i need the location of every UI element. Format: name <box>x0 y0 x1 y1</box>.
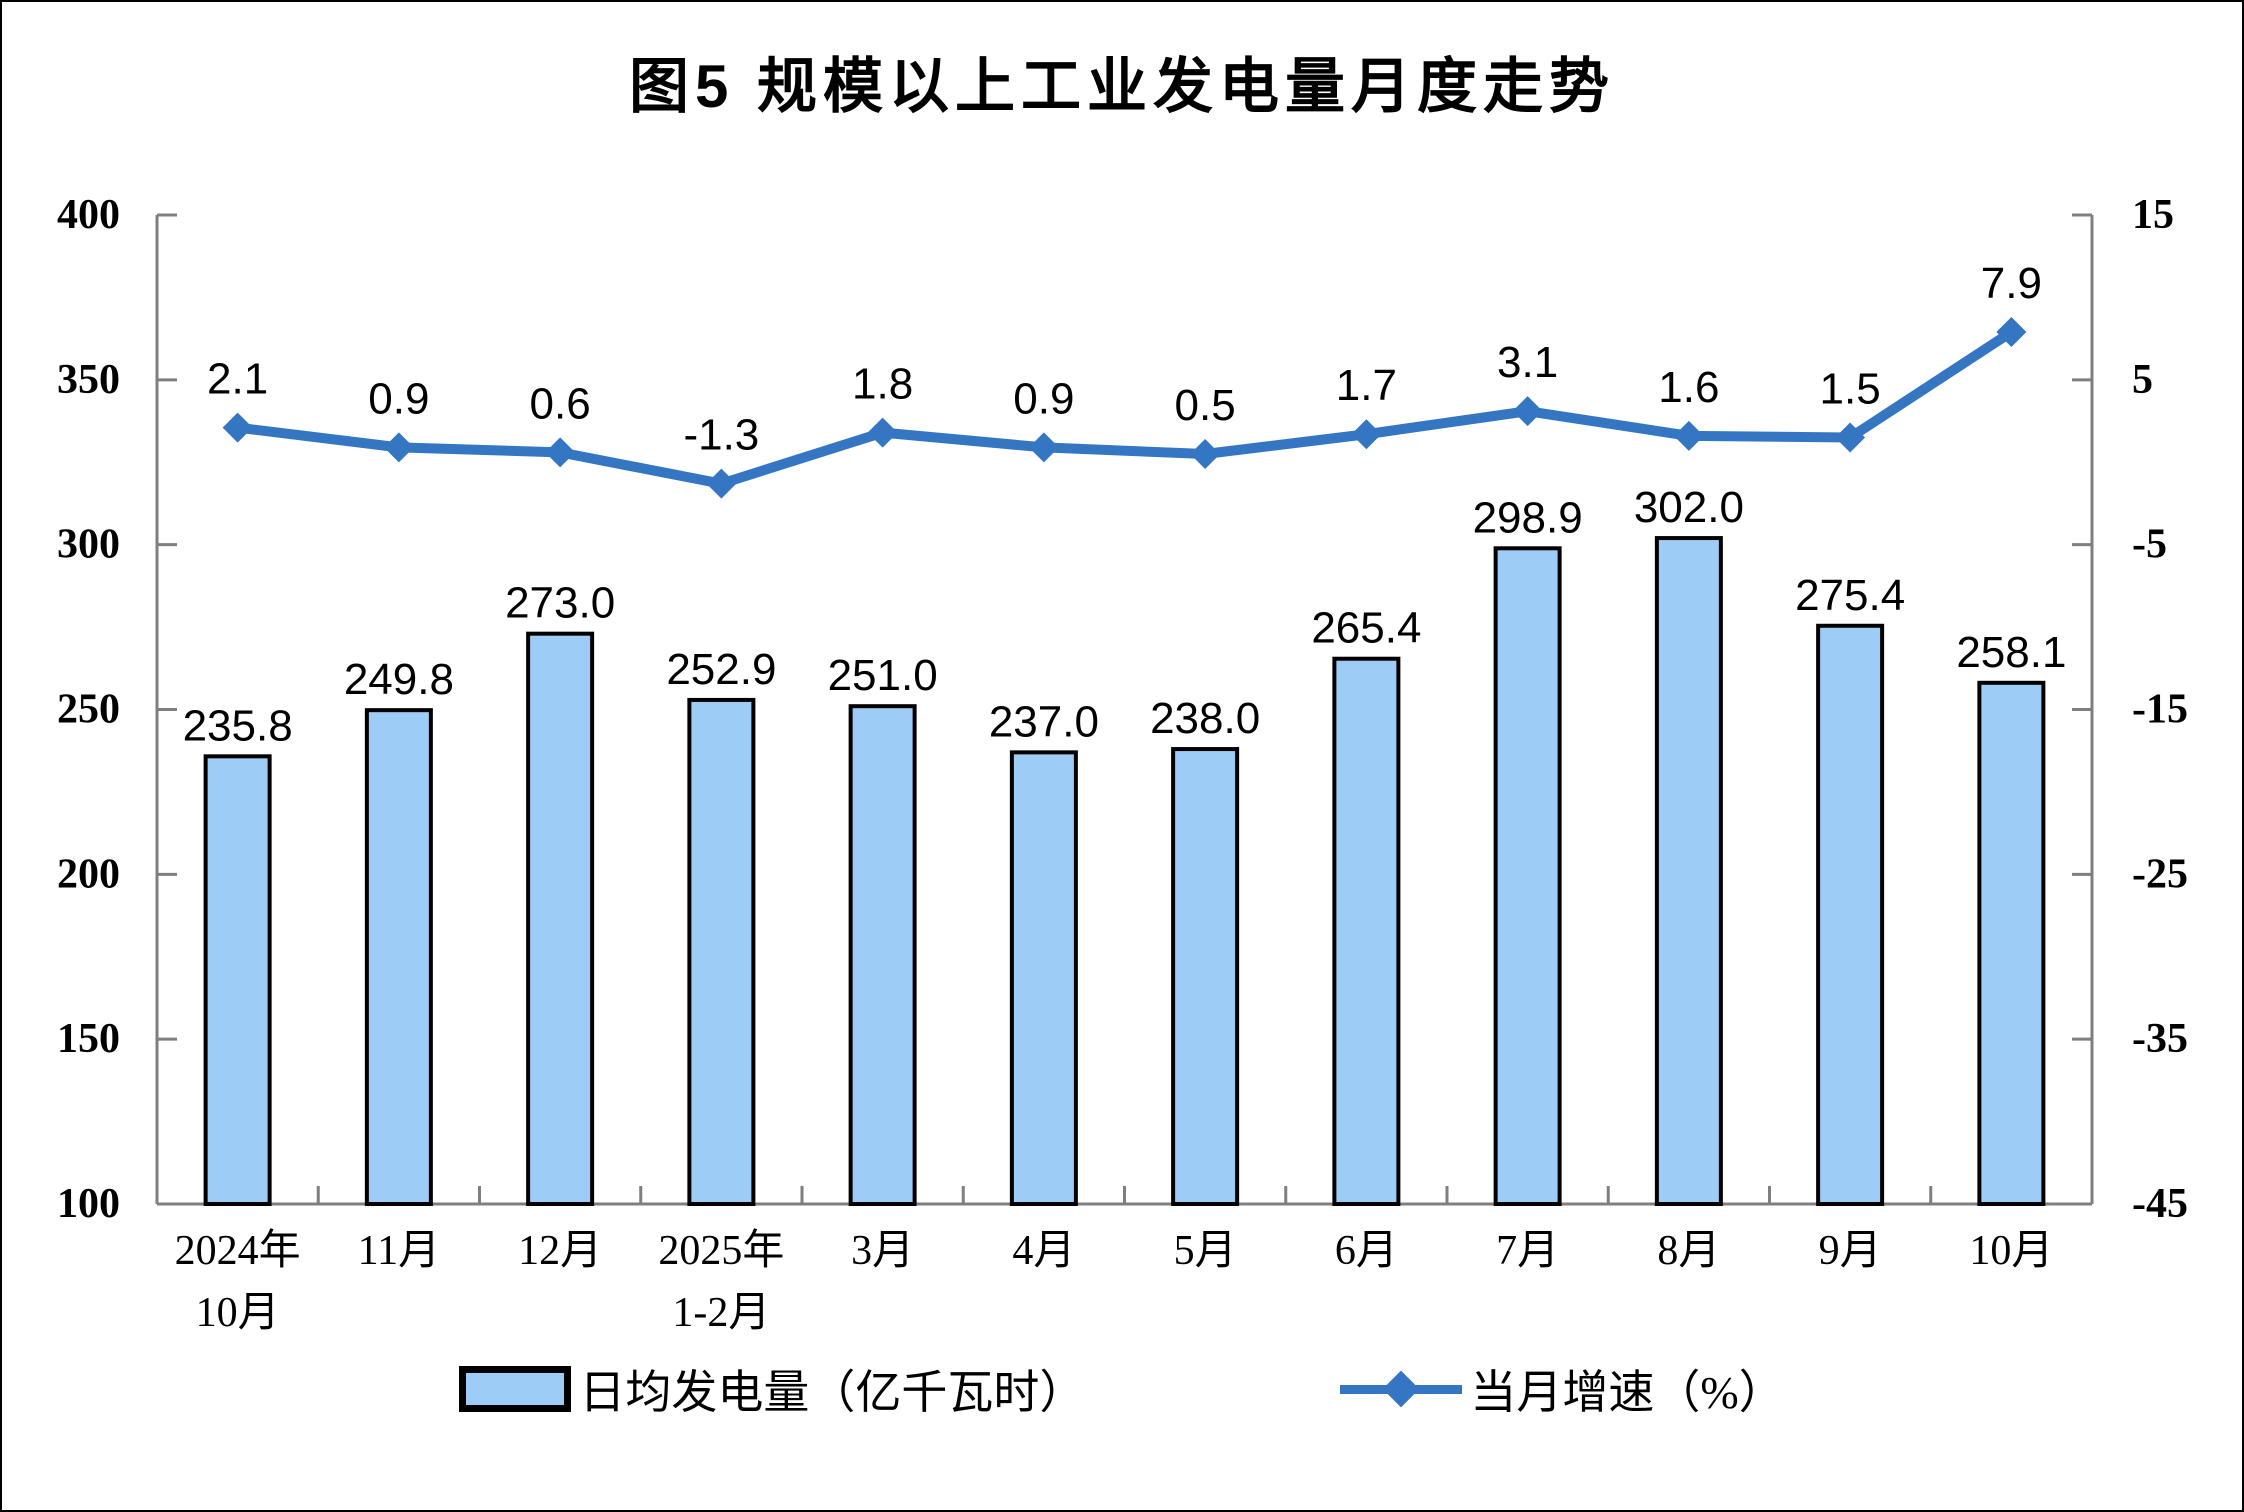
right-axis-tick-label: 15 <box>2132 192 2174 238</box>
bar <box>1816 623 1885 1206</box>
bar-value-label: 302.0 <box>1634 483 1744 532</box>
bar-value-label: 249.8 <box>344 655 454 704</box>
x-axis-label: 8月 <box>1657 1228 1720 1274</box>
bar <box>364 708 433 1207</box>
legend-item-line-series: 当月增速（%） <box>1340 1356 1785 1422</box>
x-axis-label: 3月 <box>851 1228 914 1274</box>
line-value-label: 0.9 <box>368 374 429 423</box>
bar-series-swatch-icon <box>459 1366 572 1412</box>
left-axis-tick-label: 100 <box>57 1181 120 1227</box>
left-axis-tick-label: 350 <box>57 357 120 403</box>
right-axis-tick-label: 5 <box>2132 357 2153 403</box>
bar-value-label: 237.0 <box>989 697 1099 746</box>
bar-value-label: 235.8 <box>183 701 293 750</box>
growth-line <box>237 327 2015 489</box>
line-marker-icon <box>1835 422 1866 453</box>
line-value-label: 1.8 <box>852 360 913 409</box>
x-axis-label: 2025年 1-2月 <box>658 1227 784 1336</box>
bar-value-label: 265.4 <box>1311 604 1421 653</box>
line-marker-icon <box>1351 419 1382 450</box>
line-series-swatch-icon <box>1340 1366 1463 1412</box>
line-marker-icon <box>1673 420 1704 451</box>
line-value-label: 3.1 <box>1497 338 1558 387</box>
x-axis-label: 5月 <box>1174 1228 1237 1274</box>
x-axis-label: 2024年 10月 <box>175 1227 301 1336</box>
bar <box>1009 750 1078 1207</box>
bar-value-label: 251.0 <box>828 651 938 700</box>
left-axis-tick-label: 250 <box>57 687 120 733</box>
bar <box>687 697 756 1206</box>
bar-value-label: 298.9 <box>1473 493 1583 542</box>
line-marker-icon <box>867 417 898 448</box>
line-marker-icon <box>222 412 253 443</box>
x-axis-label: 10月 <box>1969 1228 2053 1274</box>
line-value-label: 1.5 <box>1820 365 1881 414</box>
bar <box>1332 656 1401 1206</box>
left-axis-tick-label: 300 <box>57 522 120 568</box>
line-series-label: 当月增速（%） <box>1470 1367 1785 1418</box>
bar-value-label: 258.1 <box>1956 628 2066 677</box>
x-axis-label: 12月 <box>518 1228 602 1274</box>
line-value-label: 0.6 <box>530 379 591 428</box>
x-axis-label: 6月 <box>1335 1228 1398 1274</box>
line-marker-icon <box>383 432 414 463</box>
diamond-marker-icon <box>1382 1370 1420 1408</box>
bar <box>1493 546 1562 1206</box>
bar <box>526 631 595 1206</box>
line-value-label: -1.3 <box>683 411 759 460</box>
bar <box>1171 747 1240 1206</box>
line-value-label: 0.5 <box>1175 381 1236 430</box>
x-axis-label: 4月 <box>1012 1228 1075 1274</box>
line-value-label: 1.6 <box>1658 363 1719 412</box>
line-marker-icon <box>1512 396 1543 427</box>
line-value-label: 7.9 <box>1981 259 2042 308</box>
line-marker-icon <box>1996 317 2027 348</box>
line-marker-icon <box>1190 439 1221 470</box>
line-marker-icon <box>706 468 737 499</box>
right-axis-tick-label: -15 <box>2132 687 2188 733</box>
line-marker-icon <box>1028 432 1059 463</box>
right-axis-tick-label: -45 <box>2132 1181 2188 1227</box>
bar-value-label: 252.9 <box>666 645 776 694</box>
bar <box>203 754 272 1207</box>
left-axis-tick-label: 150 <box>57 1016 120 1062</box>
legend-item-bar-series: 日均发电量（亿千瓦时） <box>459 1356 1085 1422</box>
legend: 日均发电量（亿千瓦时） 当月增速（%） <box>2 1356 2242 1422</box>
right-axis-tick-label: -35 <box>2132 1016 2188 1062</box>
right-axis-tick-label: -5 <box>2132 522 2167 568</box>
line-value-label: 1.7 <box>1336 361 1397 410</box>
x-axis-label: 11月 <box>358 1228 440 1274</box>
bar-value-label: 238.0 <box>1150 694 1260 743</box>
x-axis-label: 9月 <box>1819 1228 1882 1274</box>
bar <box>1654 536 1723 1206</box>
x-axis-label: 7月 <box>1496 1228 1559 1274</box>
bar <box>848 704 917 1206</box>
right-axis-tick-label: -25 <box>2132 851 2188 897</box>
bar-value-label: 273.0 <box>505 579 615 628</box>
line-value-label: 0.9 <box>1013 374 1074 423</box>
line-value-label: 2.1 <box>207 355 268 404</box>
bar-series-label: 日均发电量（亿千瓦时） <box>579 1367 1086 1418</box>
chart-title: 图5 规模以上工业发电量月度走势 <box>628 53 1616 120</box>
left-axis-tick-label: 400 <box>57 192 120 238</box>
left-axis-tick-label: 200 <box>57 851 120 897</box>
bar-value-label: 275.4 <box>1795 571 1905 620</box>
line-marker-icon <box>545 437 576 468</box>
bar <box>1977 680 2046 1206</box>
